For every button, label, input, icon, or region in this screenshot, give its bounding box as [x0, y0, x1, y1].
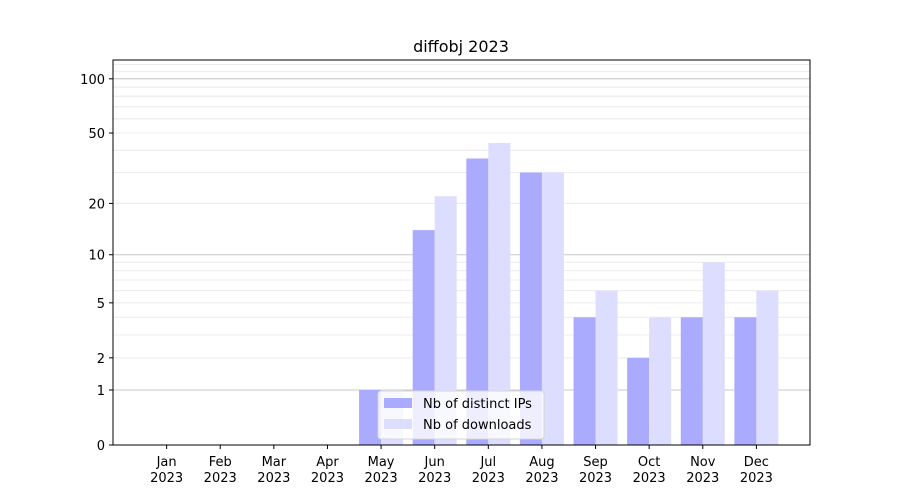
bar-downloads: [434, 196, 457, 445]
grid-lines: [113, 63, 810, 391]
x-tick-label-year: 2023: [686, 471, 719, 486]
x-tick-label-year: 2023: [365, 471, 398, 486]
x-tick-label: Oct: [638, 455, 660, 470]
bar-distinct-ips: [519, 172, 542, 445]
x-axis: Jan2023Feb2023Mar2023Apr2023May2023Jun20…: [150, 445, 773, 486]
legend-swatch: [384, 398, 412, 408]
y-tick-label: 100: [80, 73, 105, 88]
x-tick-label-year: 2023: [257, 471, 290, 486]
bar-distinct-ips: [359, 390, 382, 445]
bar-distinct-ips: [680, 317, 703, 445]
x-tick-label-year: 2023: [525, 471, 558, 486]
legend-swatch: [384, 419, 412, 429]
bar-downloads: [702, 262, 725, 445]
y-tick-label: 5: [97, 297, 105, 312]
x-tick-label-year: 2023: [204, 471, 237, 486]
bar-distinct-ips: [466, 158, 489, 445]
bar-distinct-ips: [734, 317, 757, 445]
bar-downloads: [756, 290, 779, 445]
y-tick-label: 1: [97, 384, 105, 399]
legend-label: Nb of distinct IPs: [423, 397, 532, 412]
x-tick-label: Mar: [262, 455, 287, 470]
bar-downloads: [595, 290, 618, 445]
x-tick-label-year: 2023: [418, 471, 451, 486]
y-tick-label: 0: [97, 439, 105, 454]
x-tick-label: Dec: [744, 455, 769, 470]
x-tick-label: Feb: [209, 455, 232, 470]
y-tick-label: 2: [97, 352, 105, 367]
x-tick-label-year: 2023: [150, 471, 183, 486]
y-axis: 0 1 2 5 10 20 50 100: [80, 73, 113, 454]
bar-distinct-ips: [573, 317, 596, 445]
x-tick-label-year: 2023: [472, 471, 505, 486]
y-tick-label: 10: [88, 249, 105, 264]
bar-downloads: [541, 172, 564, 445]
x-tick-label: Aug: [529, 455, 554, 470]
bar-downloads: [649, 317, 672, 445]
y-tick-label: 50: [88, 127, 105, 142]
x-tick-label: May: [368, 455, 395, 470]
x-tick-label: Jun: [424, 455, 445, 470]
x-tick-label: Nov: [690, 455, 716, 470]
y-tick-label: 20: [88, 197, 105, 212]
chart-title: diffobj 2023: [413, 37, 509, 56]
x-tick-label: Jan: [156, 455, 177, 470]
plot-frame: [112, 59, 811, 446]
x-tick-label-year: 2023: [740, 471, 773, 486]
legend-label: Nb of downloads: [423, 418, 532, 433]
bar-distinct-ips: [627, 357, 650, 445]
x-tick-label: Sep: [583, 455, 608, 470]
x-tick-label: Apr: [316, 455, 339, 470]
bars: [359, 142, 779, 446]
x-tick-label-year: 2023: [311, 471, 344, 486]
x-tick-label-year: 2023: [579, 471, 612, 486]
x-tick-label-year: 2023: [633, 471, 666, 486]
legend: Nb of distinct IPs Nb of downloads: [377, 390, 545, 440]
bar-downloads: [488, 142, 511, 446]
legend-box: [377, 390, 545, 440]
x-tick-label: Jul: [479, 455, 496, 470]
